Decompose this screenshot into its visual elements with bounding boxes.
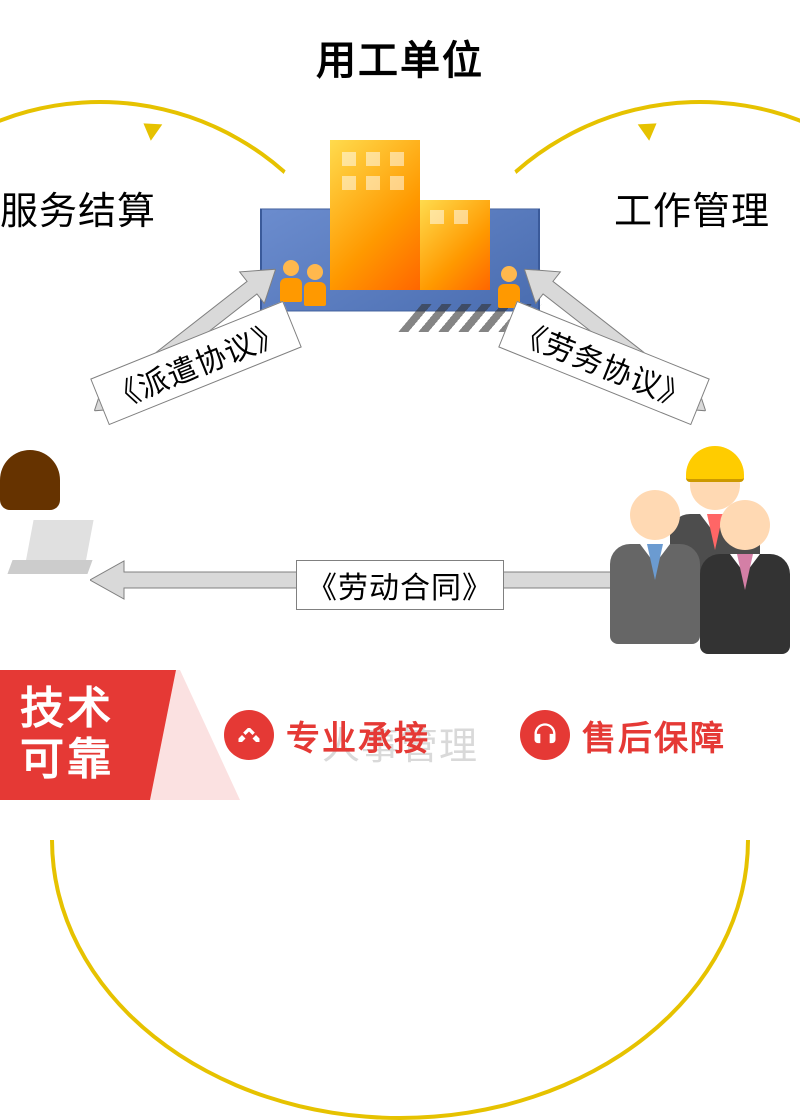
arc-label-left: 服务结算 [0,180,156,235]
arc-label-right: 工作管理 [614,180,770,235]
node-top-label: 用工单位 [316,28,484,86]
badge-item-aftersales: 售后保障 [520,710,726,760]
headset-icon [520,710,570,760]
edge-label-contract: 《劳动合同》 [296,560,504,610]
badge-red-line2: 可靠 [20,735,114,786]
badge-services: 专业承接 售后保障 [150,670,800,800]
badge-item-label: 专业承接 [286,711,430,760]
badge-item-professional: 专业承接 [224,710,430,760]
office-worker-icon [0,450,100,670]
badge-red-line1: 技术 [20,684,114,735]
badge-item-label: 售后保障 [582,711,726,760]
handshake-icon [224,710,274,760]
construction-workers-icon [620,450,800,670]
